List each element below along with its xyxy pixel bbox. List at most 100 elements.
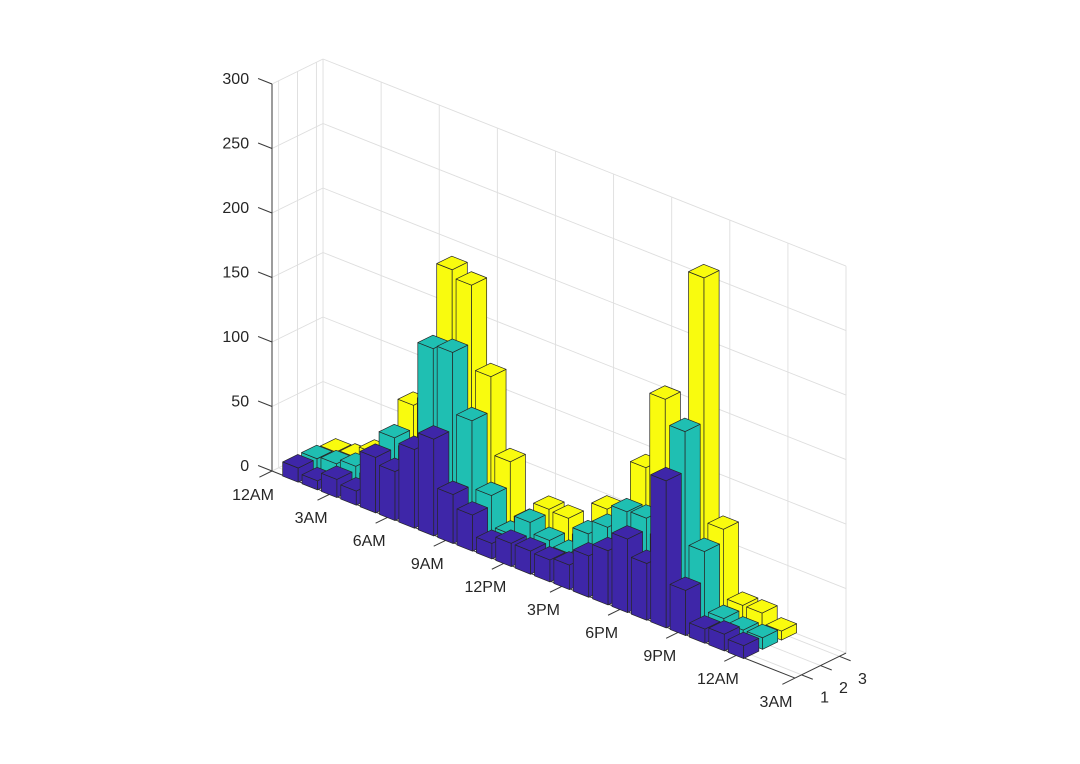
bar-top-face bbox=[533, 526, 565, 541]
bar-front-face bbox=[379, 465, 396, 521]
z-tick-mark bbox=[257, 336, 273, 343]
axes bbox=[257, 78, 851, 685]
z-tick-label: 300 bbox=[222, 71, 249, 88]
bar-top-face bbox=[707, 604, 740, 619]
bar-top-face bbox=[649, 385, 681, 400]
time-tick-mark bbox=[491, 562, 505, 570]
z-tick-label: 0 bbox=[240, 458, 249, 475]
bar-front-face bbox=[417, 432, 435, 537]
time-tick-mark bbox=[549, 585, 563, 593]
time-tick-label: 12AM bbox=[697, 671, 739, 688]
side-wall-gridline bbox=[271, 58, 324, 85]
time-tick-mark bbox=[782, 677, 796, 685]
bar-top-face bbox=[726, 591, 759, 606]
bar bbox=[727, 631, 760, 659]
z-tick-mark bbox=[257, 465, 273, 472]
bar-top-face bbox=[611, 525, 643, 540]
bar-front-face bbox=[611, 532, 628, 613]
time-tick-label: 3PM bbox=[527, 602, 560, 619]
bar-top-face bbox=[456, 501, 488, 516]
bar-front-face bbox=[359, 450, 376, 514]
bar-top-face bbox=[611, 497, 643, 513]
bar-top-face bbox=[707, 515, 739, 530]
bar-top-face bbox=[669, 576, 702, 591]
bar-front-face bbox=[630, 557, 648, 621]
bar-top-face bbox=[282, 454, 314, 469]
back-wall-gridline bbox=[322, 58, 847, 267]
z-tick-label: 50 bbox=[231, 394, 249, 411]
time-tick-mark bbox=[665, 631, 679, 639]
bar-top-face bbox=[552, 504, 584, 519]
bar-top-face bbox=[533, 495, 565, 510]
bar-top-face bbox=[475, 481, 507, 496]
bar-top-face bbox=[669, 417, 701, 432]
time-tick-mark bbox=[259, 470, 273, 478]
bar-top-face bbox=[765, 617, 797, 632]
z-tick-label: 150 bbox=[222, 265, 249, 282]
side-wall-gridline bbox=[271, 252, 324, 278]
z-tick-label: 100 bbox=[222, 329, 249, 346]
z-tick-mark bbox=[257, 400, 273, 407]
bar-top-face bbox=[688, 537, 720, 552]
time-tick-label: 9PM bbox=[643, 648, 676, 665]
bar-top-face bbox=[727, 631, 760, 647]
time-tick-label: 3AM bbox=[760, 694, 793, 711]
bar-front-face bbox=[456, 508, 473, 552]
back-wall-gridline bbox=[322, 123, 847, 332]
z-tick-mark bbox=[257, 271, 273, 278]
z-tick-label: 200 bbox=[222, 200, 249, 217]
bar-top-face bbox=[436, 338, 469, 353]
bar-front-face bbox=[669, 583, 686, 636]
back-wall-gridline bbox=[322, 252, 847, 461]
bar-top-face bbox=[708, 620, 740, 635]
time-tick-label: 9AM bbox=[411, 556, 444, 573]
z-tick-mark bbox=[257, 78, 273, 85]
bar-front-face bbox=[592, 544, 609, 606]
back-wall-gridline bbox=[322, 316, 847, 525]
z-tick-mark bbox=[257, 142, 273, 149]
bar-top-face bbox=[688, 263, 720, 279]
bar-top-face bbox=[746, 599, 778, 614]
bar-top-face bbox=[475, 362, 507, 378]
bar-top-face bbox=[321, 465, 353, 480]
z-tick-label: 250 bbox=[222, 136, 249, 153]
time-tick-mark bbox=[433, 539, 447, 547]
bar-top-face bbox=[320, 438, 352, 453]
side-wall-gridline bbox=[271, 123, 324, 149]
side-wall-gridline bbox=[271, 187, 324, 214]
bar-top-face bbox=[417, 425, 450, 440]
bar-top-face bbox=[495, 529, 527, 544]
bar-front-face bbox=[398, 443, 415, 529]
time-axis-line bbox=[271, 470, 796, 679]
bar-top-face bbox=[650, 466, 682, 482]
side-wall-gridline bbox=[271, 381, 324, 407]
time-tick-mark bbox=[607, 608, 621, 616]
bar-top-face bbox=[436, 255, 468, 271]
bar-front-face bbox=[650, 474, 667, 629]
time-tick-label: 12AM bbox=[232, 487, 274, 504]
series-tick-mark bbox=[801, 674, 813, 680]
time-tick-label: 6PM bbox=[585, 625, 618, 642]
side-wall-gridline bbox=[271, 316, 324, 343]
bar-top-face bbox=[514, 508, 546, 523]
bars bbox=[282, 255, 797, 659]
time-tick-mark bbox=[317, 493, 331, 501]
bar-top-face bbox=[301, 444, 333, 460]
bar bbox=[282, 454, 314, 483]
tick-labels: 0 50 100 150 200 250 300 12AM 3AM 6AM 9AM 12PM 3PM 6P… bbox=[222, 71, 867, 711]
time-tick-label: 6AM bbox=[353, 533, 386, 550]
bar-top-face bbox=[437, 480, 469, 495]
time-tick-mark bbox=[724, 654, 738, 662]
z-tick-mark bbox=[257, 207, 273, 214]
bar-top-face bbox=[746, 623, 779, 639]
series-tick-label: 3 bbox=[858, 671, 867, 688]
series-tick-label: 1 bbox=[820, 689, 829, 706]
bar-top-face bbox=[359, 443, 392, 458]
bar-front-face bbox=[572, 549, 590, 598]
back-wall-gridline bbox=[322, 187, 847, 396]
bar-front-face bbox=[437, 488, 454, 544]
bar-top-face bbox=[456, 406, 488, 422]
series-tick-mark bbox=[820, 665, 832, 671]
bar-top-face bbox=[378, 423, 411, 439]
